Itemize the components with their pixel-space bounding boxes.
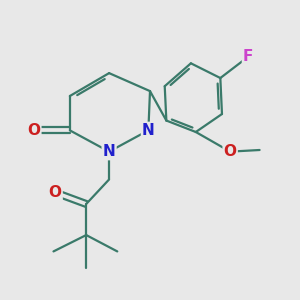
Text: F: F (243, 49, 253, 64)
Text: O: O (224, 144, 237, 159)
Text: O: O (49, 185, 62, 200)
Text: N: N (142, 123, 155, 138)
Text: O: O (27, 123, 40, 138)
Text: N: N (103, 144, 116, 159)
